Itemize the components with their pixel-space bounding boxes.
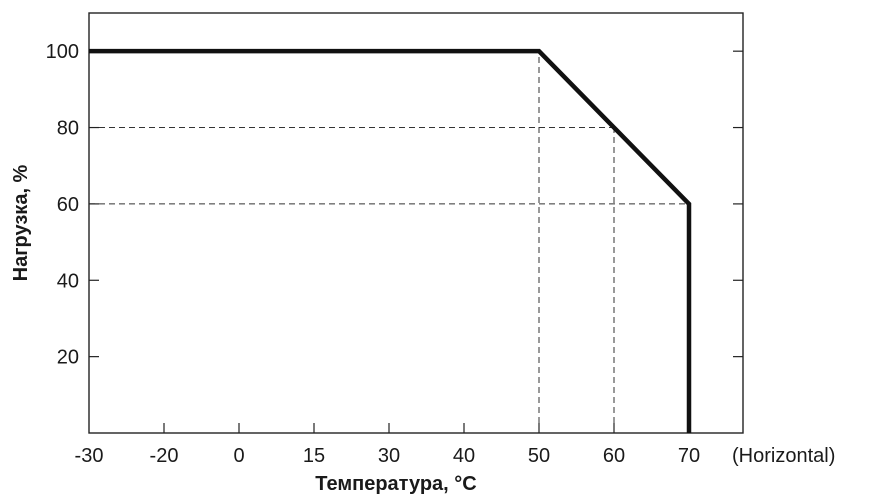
series-layer	[89, 48, 692, 433]
plot-frame	[88, 12, 744, 434]
x-tick-label: 60	[603, 445, 625, 467]
derating-curve	[89, 48, 692, 433]
x-tick-label: 50	[528, 445, 550, 467]
x-tick-label: 30	[378, 445, 400, 467]
y-tick-label: 60	[57, 194, 79, 216]
tick-marks	[89, 50, 743, 433]
x-tick-label: -20	[150, 445, 179, 467]
x-axis-note: (Horizontal)	[732, 445, 835, 467]
y-tick-label: 80	[57, 118, 79, 140]
x-tick-label: 15	[303, 445, 325, 467]
reference-lines	[89, 51, 689, 433]
x-axis-title: Температура, °C	[315, 473, 476, 495]
y-axis-title: Нагрузка, %	[10, 164, 32, 281]
x-tick-label: 70	[678, 445, 700, 467]
x-tick-label: 0	[233, 445, 244, 467]
y-tick-label: 100	[46, 41, 79, 63]
x-tick-label: -30	[75, 445, 104, 467]
y-tick-label: 20	[57, 347, 79, 369]
x-tick-label: 40	[453, 445, 475, 467]
y-tick-label: 40	[57, 270, 79, 292]
y-tick-labels: 20 40 60 80 100	[46, 41, 79, 368]
x-tick-labels: -30 -20 0 15 30 40 50 60 70	[75, 445, 701, 467]
